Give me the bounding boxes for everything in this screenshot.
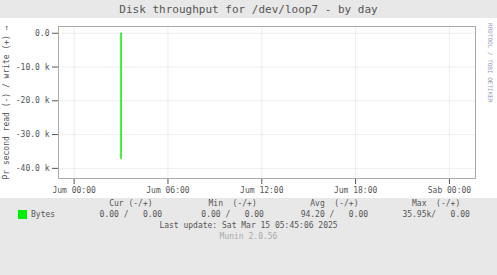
svg-text:Jum 12:00: Jum 12:00 — [240, 186, 284, 195]
svg-text:Sab 00:00: Sab 00:00 — [428, 186, 472, 195]
svg-text:0.0: 0.0 — [35, 29, 50, 38]
svg-text:RRDTOOL / TOBI OETIKER: RRDTOOL / TOBI OETIKER — [487, 23, 494, 103]
html-text:Last update: Sat Mar 15 05:45:: Last update: Sat Mar 15 05:45:06 2025 — [159, 221, 338, 230]
html-text:Avg (-/+): Avg (-/+) — [310, 199, 359, 208]
svg-text:-40.0 k: -40.0 k — [16, 164, 50, 173]
svg-text:Pr second read (-) / write (+): Pr second read (-) / write (+) → — [2, 25, 11, 179]
html-text:Max (-/+): Max (-/+) — [412, 199, 461, 208]
html-text:Disk throughput for /dev/loop7: Disk throughput for /dev/loop7 - by day — [119, 3, 378, 16]
svg-text:-10.0 k: -10.0 k — [16, 63, 50, 72]
html-text:0.00 / 0.00: 0.00 / 0.00 — [99, 210, 163, 219]
svg-text:Jum 18:00: Jum 18:00 — [334, 186, 378, 195]
html-text:Bytes: Bytes — [31, 210, 56, 219]
svg-text:-30.0 k: -30.0 k — [16, 130, 50, 139]
html-text:Munin 2.0.56: Munin 2.0.56 — [219, 232, 278, 241]
html-text:Cur (-/+): Cur (-/+) — [109, 199, 153, 208]
html-text:35.95k/ 0.00: 35.95k/ 0.00 — [402, 210, 470, 219]
svg-text:Jum 06:00: Jum 06:00 — [146, 186, 190, 195]
svg-text:-20.0 k: -20.0 k — [16, 96, 50, 105]
html-text:0.00 / 0.00: 0.00 / 0.00 — [201, 210, 264, 219]
html-text:Min (-/+): Min (-/+) — [208, 199, 257, 208]
svg-text:Jum 00:00: Jum 00:00 — [52, 186, 96, 195]
html-text:94.20 / 0.00: 94.20 / 0.00 — [300, 210, 369, 219]
